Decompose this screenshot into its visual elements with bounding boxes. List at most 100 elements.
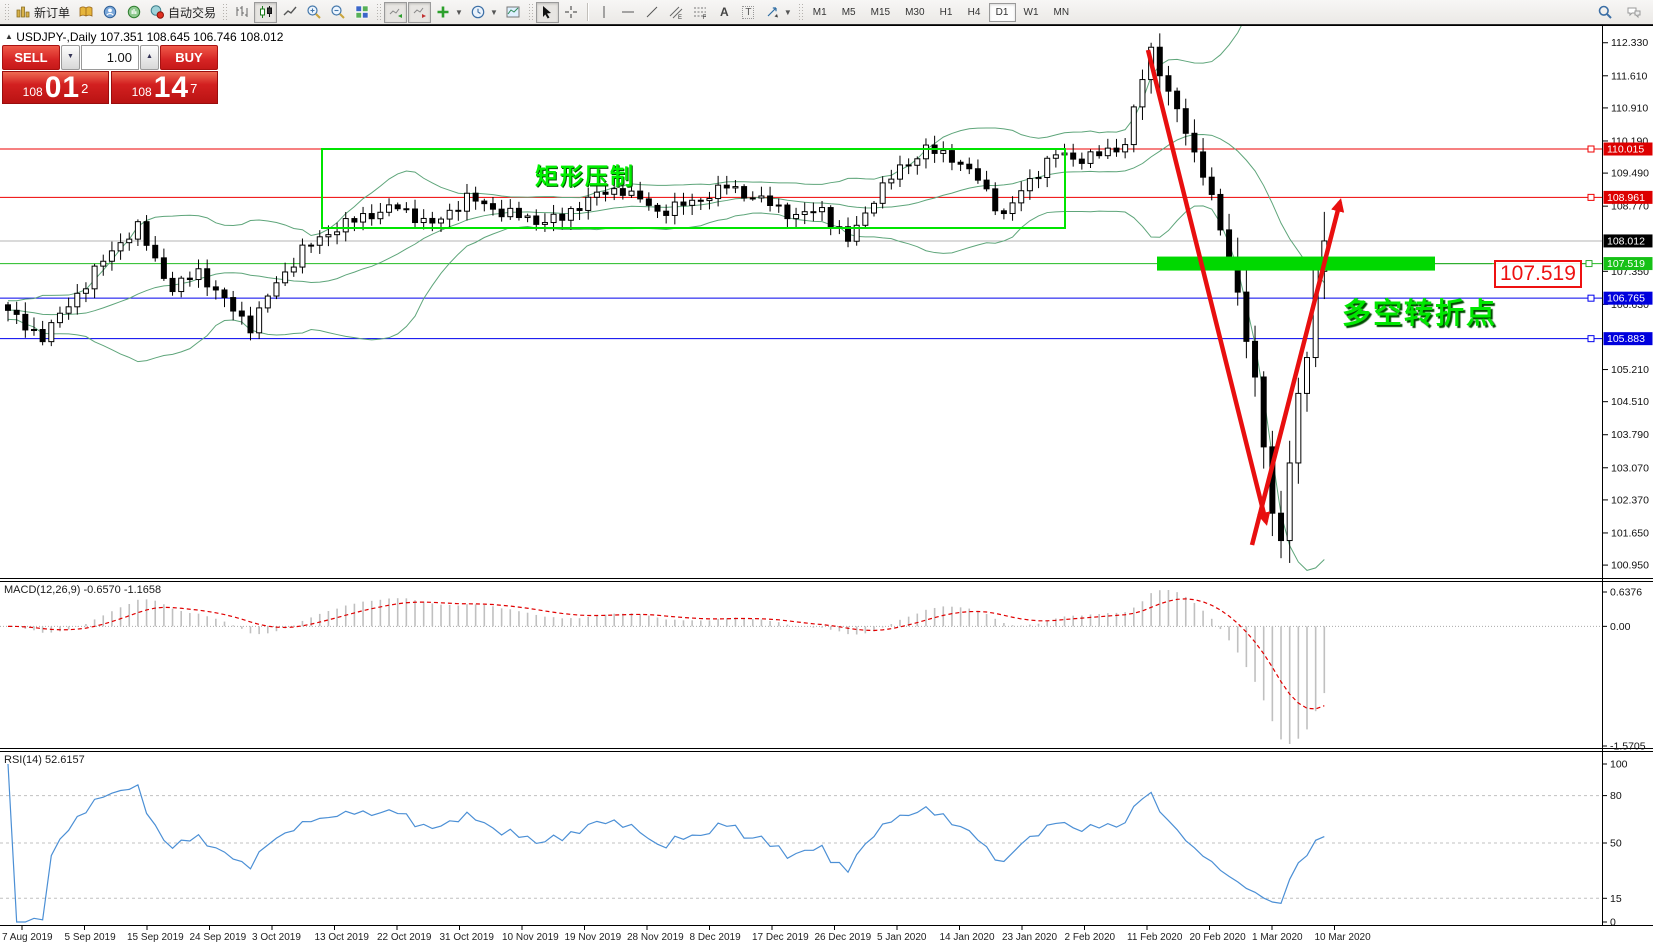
fibonacci-tool-button[interactable]: F bbox=[689, 2, 712, 23]
volume-input[interactable] bbox=[81, 45, 139, 70]
price-callout-label[interactable]: 107.519 bbox=[1494, 260, 1582, 288]
timeframe-w1-button[interactable]: W1 bbox=[1017, 3, 1046, 22]
x-axis-date: 8 Dec 2019 bbox=[690, 932, 742, 943]
buy-button[interactable]: BUY bbox=[160, 45, 218, 70]
line-handle[interactable] bbox=[1585, 260, 1593, 268]
templates-button[interactable] bbox=[502, 2, 525, 23]
tile-windows-button[interactable] bbox=[350, 2, 373, 23]
x-axis-date: 24 Sep 2019 bbox=[190, 932, 247, 943]
channel-icon: E bbox=[670, 6, 683, 20]
timeframe-m5-button[interactable]: M5 bbox=[835, 3, 863, 22]
price-badge-text: 108.012 bbox=[1607, 235, 1645, 247]
zoom-in-button[interactable] bbox=[302, 2, 325, 23]
tile-windows-icon bbox=[355, 5, 368, 19]
shapes-tool-button[interactable]: ▼ bbox=[761, 2, 795, 23]
x-axis-date: 13 Oct 2019 bbox=[315, 932, 370, 943]
market-watch-button[interactable] bbox=[74, 2, 97, 23]
toolbar-drag-handle[interactable] bbox=[222, 3, 228, 21]
timeframe-mn-button[interactable]: MN bbox=[1047, 3, 1077, 22]
turning-point-annotation-label[interactable]: 多空转折点 bbox=[1342, 298, 1498, 330]
text-tool-button[interactable]: A bbox=[713, 2, 736, 23]
sell-price-pip: 2 bbox=[81, 81, 89, 96]
price-badge bbox=[1603, 332, 1653, 346]
sell-button[interactable]: SELL bbox=[2, 45, 60, 70]
indicators-button[interactable]: ▼ bbox=[432, 2, 466, 23]
crosshair-tool-button[interactable] bbox=[560, 2, 583, 23]
zoom-out-button[interactable] bbox=[326, 2, 349, 23]
chart-shift-button[interactable] bbox=[408, 1, 432, 23]
candlestick-mode-button[interactable] bbox=[254, 1, 278, 23]
fibonacci-icon: F bbox=[694, 7, 707, 20]
rectangle-annotation-label[interactable]: 矩形压制 bbox=[535, 163, 635, 189]
date-axis[interactable]: 7 Aug 2019 5 Sep 2019 15 Sep 2019 24 Sep 20… bbox=[2, 926, 1371, 943]
svg-text:F: F bbox=[703, 15, 707, 20]
timeframe-m15-button[interactable]: M15 bbox=[864, 3, 897, 22]
uptrend-arrow[interactable] bbox=[1249, 198, 1345, 546]
timeframe-h1-button[interactable]: H1 bbox=[933, 3, 960, 22]
price-axis[interactable]: 112.330111.610110.910110.190109.490108.7… bbox=[1602, 37, 1653, 572]
toolbar-drag-handle[interactable] bbox=[527, 3, 533, 21]
chat-button[interactable] bbox=[1622, 2, 1645, 23]
label-tool-button[interactable]: T bbox=[737, 2, 760, 23]
rsi-pane bbox=[0, 763, 1602, 923]
buy-price-box[interactable]: 108 14 7 bbox=[111, 71, 218, 104]
resistance-rectangle[interactable] bbox=[321, 148, 1066, 229]
auto-scroll-button[interactable] bbox=[384, 1, 408, 23]
crosshair-icon bbox=[565, 6, 578, 18]
zoom-out-icon bbox=[330, 5, 345, 19]
svg-text:80: 80 bbox=[1610, 790, 1622, 802]
sell-price-box[interactable]: 108 01 2 bbox=[2, 71, 109, 104]
auto-trading-label: 自动交易 bbox=[168, 5, 217, 20]
vertical-line-tool-button[interactable] bbox=[593, 2, 616, 23]
auto-trading-icon bbox=[150, 5, 165, 19]
chart-title: ▲ USDJPY-,Daily 107.351 108.645 106.746 … bbox=[5, 30, 283, 44]
trendline-tool-button[interactable] bbox=[641, 2, 664, 23]
bar-chart-icon bbox=[236, 6, 248, 17]
price-badge-text: 108.961 bbox=[1607, 192, 1645, 204]
auto-trading-button[interactable]: 自动交易 bbox=[146, 2, 219, 23]
timeframe-m30-button[interactable]: M30 bbox=[898, 3, 931, 22]
y-axis-tick: 103.070 bbox=[1611, 462, 1649, 474]
line-handle[interactable] bbox=[1587, 145, 1595, 153]
horizontal-line-tool-button[interactable] bbox=[617, 2, 640, 23]
timeframe-m1-button[interactable]: M1 bbox=[806, 3, 834, 22]
line-handle[interactable] bbox=[1587, 335, 1595, 343]
timeframe-h4-button[interactable]: H4 bbox=[961, 3, 988, 22]
x-axis-date: 14 Jan 2020 bbox=[940, 932, 995, 943]
chart-shift-icon bbox=[413, 7, 426, 18]
toolbar-right-group bbox=[1593, 2, 1651, 23]
downtrend-arrow[interactable] bbox=[1145, 49, 1271, 526]
timeframe-d1-button[interactable]: D1 bbox=[988, 2, 1016, 22]
line-handle[interactable] bbox=[1587, 294, 1595, 302]
periods-button[interactable]: ▼ bbox=[467, 2, 501, 23]
collapse-arrow-icon[interactable]: ▲ bbox=[5, 32, 13, 41]
profile-button[interactable] bbox=[98, 2, 121, 23]
horizontal-level-lines[interactable] bbox=[0, 145, 1602, 343]
new-order-button[interactable]: 新订单 bbox=[12, 2, 73, 23]
price-badge-text: 110.015 bbox=[1607, 144, 1644, 156]
bar-chart-mode-button[interactable] bbox=[230, 2, 253, 23]
signal-button[interactable] bbox=[122, 2, 145, 23]
svg-text:15: 15 bbox=[1610, 893, 1622, 905]
market-watch-icon bbox=[79, 6, 92, 17]
svg-text:E: E bbox=[678, 15, 682, 20]
buy-price-main: 14 bbox=[153, 71, 190, 104]
toolbar-drag-handle[interactable] bbox=[4, 3, 9, 21]
text-label-icon: T bbox=[742, 5, 755, 19]
toolbar-drag-handle[interactable] bbox=[797, 3, 803, 21]
auto-scroll-icon bbox=[389, 8, 402, 18]
line-handle[interactable] bbox=[1587, 193, 1595, 201]
cursor-tool-button[interactable] bbox=[535, 1, 559, 23]
main-toolbar: 新订单 自动交易 bbox=[0, 0, 1653, 25]
line-chart-mode-button[interactable] bbox=[278, 2, 301, 23]
search-button[interactable] bbox=[1593, 2, 1616, 23]
volume-increase-button[interactable]: ▲ bbox=[140, 45, 159, 70]
volume-decrease-button[interactable]: ▼ bbox=[61, 45, 80, 70]
candlestick-icon bbox=[259, 6, 272, 18]
search-icon bbox=[1598, 5, 1612, 19]
toolbar-drag-handle[interactable] bbox=[376, 3, 382, 21]
pane-frames bbox=[0, 25, 1653, 926]
channel-tool-button[interactable]: E bbox=[665, 2, 688, 23]
support-bar[interactable] bbox=[1157, 256, 1435, 271]
